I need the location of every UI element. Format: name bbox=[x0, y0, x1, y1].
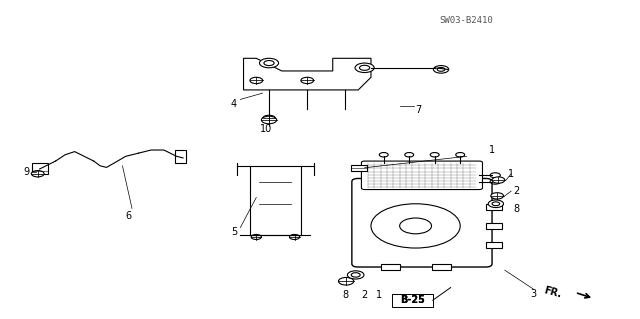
Text: 2: 2 bbox=[513, 186, 520, 196]
Circle shape bbox=[250, 77, 262, 84]
Circle shape bbox=[404, 152, 413, 157]
Text: 8: 8 bbox=[513, 204, 519, 213]
Circle shape bbox=[262, 115, 275, 122]
Text: B-25: B-25 bbox=[400, 295, 425, 305]
FancyBboxPatch shape bbox=[352, 178, 492, 267]
Circle shape bbox=[339, 278, 354, 285]
Circle shape bbox=[351, 273, 360, 277]
Circle shape bbox=[491, 193, 504, 199]
Bar bbox=[175, 150, 186, 163]
Text: 5: 5 bbox=[231, 227, 237, 237]
Bar bbox=[486, 242, 502, 248]
Bar bbox=[32, 163, 48, 174]
Text: SW03-B2410: SW03-B2410 bbox=[440, 16, 493, 25]
Circle shape bbox=[264, 61, 274, 66]
Circle shape bbox=[399, 218, 431, 234]
Circle shape bbox=[289, 234, 300, 240]
Circle shape bbox=[488, 200, 504, 208]
Circle shape bbox=[492, 202, 500, 206]
Circle shape bbox=[437, 68, 445, 71]
Circle shape bbox=[360, 65, 370, 70]
Circle shape bbox=[348, 271, 364, 279]
Bar bbox=[486, 223, 502, 229]
Text: 3: 3 bbox=[531, 289, 536, 299]
Bar bbox=[381, 264, 399, 270]
Text: 8: 8 bbox=[342, 291, 349, 300]
Circle shape bbox=[380, 152, 388, 157]
Circle shape bbox=[490, 179, 500, 184]
Text: 1: 1 bbox=[376, 291, 381, 300]
Text: 1: 1 bbox=[508, 169, 514, 179]
Circle shape bbox=[430, 152, 439, 157]
Polygon shape bbox=[244, 58, 371, 90]
FancyBboxPatch shape bbox=[362, 161, 483, 189]
Circle shape bbox=[251, 234, 261, 240]
Text: 4: 4 bbox=[231, 99, 237, 109]
Circle shape bbox=[301, 77, 314, 84]
Text: B-25: B-25 bbox=[400, 295, 425, 305]
Circle shape bbox=[31, 171, 44, 177]
Bar bbox=[431, 264, 451, 270]
Text: 6: 6 bbox=[126, 211, 132, 221]
Circle shape bbox=[490, 173, 500, 178]
Text: 2: 2 bbox=[362, 291, 368, 300]
Circle shape bbox=[261, 116, 276, 124]
Text: 10: 10 bbox=[260, 124, 272, 135]
Circle shape bbox=[456, 152, 465, 157]
Circle shape bbox=[433, 66, 449, 73]
Circle shape bbox=[371, 204, 460, 248]
Bar bbox=[392, 294, 433, 307]
Bar bbox=[486, 204, 502, 210]
Circle shape bbox=[355, 63, 374, 72]
Text: FR.: FR. bbox=[542, 285, 562, 300]
Circle shape bbox=[259, 58, 278, 68]
Text: 1: 1 bbox=[489, 145, 495, 155]
Text: 9: 9 bbox=[24, 167, 30, 177]
Circle shape bbox=[492, 177, 505, 183]
Bar bbox=[351, 165, 367, 171]
Text: 7: 7 bbox=[415, 106, 422, 115]
